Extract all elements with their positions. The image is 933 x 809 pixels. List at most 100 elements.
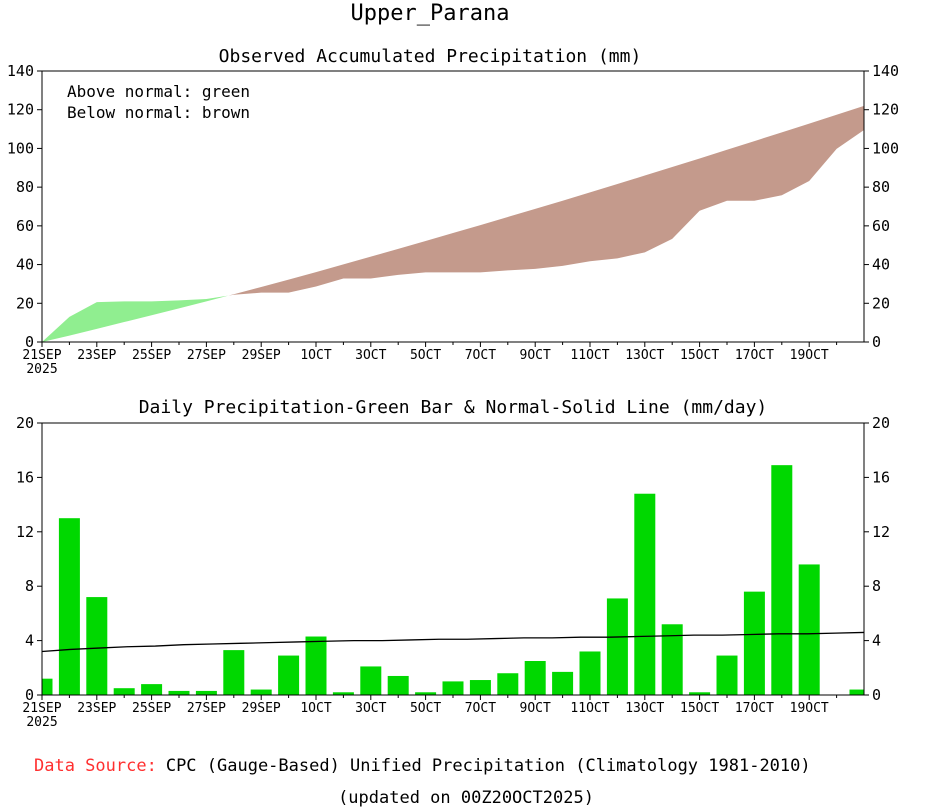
accum-ytick-label-right: 40 (872, 256, 890, 274)
accum-xtick-label: 3OCT (355, 348, 386, 363)
daily-bar (497, 673, 519, 695)
daily-bar (579, 651, 601, 695)
daily-bar (689, 692, 711, 695)
daily-bar (141, 684, 163, 695)
daily-bar (223, 650, 245, 695)
accum-y-axis: 0 0 20 20 40 40 60 60 80 80 100 100 120 120 140 140 (7, 62, 899, 351)
daily-xtick-label: 21SEP (22, 701, 61, 716)
daily-ytick-label-left: 8 (25, 577, 34, 595)
daily-bar (552, 671, 574, 695)
accum-xtick-label: 1OCT (300, 348, 331, 363)
accum-xtick-label: 21SEP (22, 348, 61, 363)
daily-xtick-label: 17OCT (735, 701, 774, 716)
daily-xtick-label: 25SEP (132, 701, 171, 716)
daily-bar (634, 493, 656, 695)
accum-x-axis: 21SEP 23SEP 25SEP 27SEP 29SEP 1OCT 3OCT 5OCT 7OC… (22, 342, 838, 377)
daily-xtick-label: 1OCT (300, 701, 331, 716)
daily-xtick-label: 15OCT (680, 701, 719, 716)
daily-xtick-label: 27SEP (187, 701, 226, 716)
chart-title: Upper_Parana (351, 1, 510, 26)
accum-xtick-label: 7OCT (465, 348, 496, 363)
accum-ytick-label-left: 100 (7, 139, 34, 157)
accum-ytick-label-right: 100 (872, 139, 899, 157)
accum-xaxis-year: 2025 (26, 362, 57, 377)
accum-xtick-label: 29SEP (242, 348, 281, 363)
daily-x-axis: 21SEP 23SEP 25SEP 27SEP 29SEP 1OCT 3OCT 5OCT 7OC… (22, 695, 838, 730)
daily-ytick-label-right: 12 (872, 523, 890, 541)
accum-xtick-label: 5OCT (410, 348, 441, 363)
daily-xtick-label: 13OCT (625, 701, 664, 716)
daily-frame (41, 422, 865, 696)
accum-panel: 0 0 20 20 40 40 60 60 80 80 100 100 120 120 140 140 21S… (7, 62, 899, 377)
accum-ytick-label-right: 120 (872, 101, 899, 119)
daily-xaxis-year: 2025 (26, 715, 57, 730)
daily-bar (86, 597, 108, 695)
accum-ytick-label-right: 140 (872, 62, 899, 80)
daily-bar (278, 655, 300, 695)
daily-bar (524, 661, 546, 695)
daily-xtick-label: 5OCT (410, 701, 441, 716)
daily-ytick-label-left: 12 (16, 523, 34, 541)
daily-bars (42, 465, 864, 695)
daily-ytick-label-right: 8 (872, 577, 881, 595)
accum-xtick-label: 13OCT (625, 348, 664, 363)
data-source-text: CPC (Gauge-Based) Unified Precipitation … (166, 756, 811, 776)
daily-bar (387, 675, 409, 695)
accum-below-normal-area (228, 105, 864, 296)
daily-ytick-label-left: 0 (25, 686, 34, 704)
accum-ytick-label-right: 60 (872, 217, 890, 235)
daily-bar (606, 598, 628, 695)
daily-bar (849, 689, 864, 695)
daily-ytick-label-right: 20 (872, 414, 890, 432)
accum-xtick-label: 15OCT (680, 348, 719, 363)
daily-bar (168, 690, 190, 695)
accum-ytick-label-right: 20 (872, 294, 890, 312)
accum-ytick-label-left: 60 (16, 217, 34, 235)
legend-below-normal: Below normal: brown (67, 103, 250, 122)
accum-xtick-label: 9OCT (520, 348, 551, 363)
daily-bar (195, 690, 217, 695)
daily-ytick-label-right: 0 (872, 686, 881, 704)
daily-xtick-label: 29SEP (242, 701, 281, 716)
daily-ytick-label-left: 16 (16, 468, 34, 486)
accum-ytick-label-right: 80 (872, 178, 890, 196)
daily-ytick-label-right: 16 (872, 468, 890, 486)
daily-xtick-label: 19OCT (790, 701, 829, 716)
accum-xtick-label: 17OCT (735, 348, 774, 363)
daily-xtick-label: 11OCT (570, 701, 609, 716)
daily-subtitle: Daily Precipitation-Green Bar & Normal-S… (139, 397, 768, 418)
daily-xtick-label: 23SEP (77, 701, 116, 716)
accum-xtick-label: 11OCT (570, 348, 609, 363)
daily-bar (332, 692, 354, 695)
footer-source: Data Source: CPC (Gauge-Based) Unified Pr… (34, 756, 811, 776)
accum-xtick-label: 25SEP (132, 348, 171, 363)
daily-bar (42, 678, 53, 695)
daily-bar (798, 564, 820, 695)
daily-xtick-label: 3OCT (355, 701, 386, 716)
daily-normal-line (41, 631, 865, 653)
accum-ytick-label-left: 140 (7, 62, 34, 80)
legend-above-normal: Above normal: green (67, 82, 250, 101)
accum-ytick-label-right: 0 (872, 333, 881, 351)
daily-bar (360, 666, 382, 695)
daily-xtick-label: 7OCT (465, 701, 496, 716)
daily-bar (743, 591, 765, 695)
accum-xtick-label: 19OCT (790, 348, 829, 363)
daily-bar (113, 688, 135, 695)
accum-xtick-label: 27SEP (187, 348, 226, 363)
daily-bar (58, 518, 80, 695)
accum-ytick-label-left: 0 (25, 333, 34, 351)
daily-bar (469, 680, 491, 695)
daily-bar (415, 692, 437, 695)
daily-y-axis: 0 0 4 4 8 8 12 12 16 16 20 20 (16, 414, 890, 704)
accum-ytick-label-left: 40 (16, 256, 34, 274)
daily-ytick-label-left: 4 (25, 632, 34, 650)
accum-ytick-label-left: 80 (16, 178, 34, 196)
daily-bar (250, 689, 272, 695)
accum-ytick-label-left: 120 (7, 101, 34, 119)
daily-bar (305, 636, 327, 695)
updated-text: (updated on 00Z20OCT2025) (338, 788, 594, 808)
daily-bar (716, 655, 738, 695)
